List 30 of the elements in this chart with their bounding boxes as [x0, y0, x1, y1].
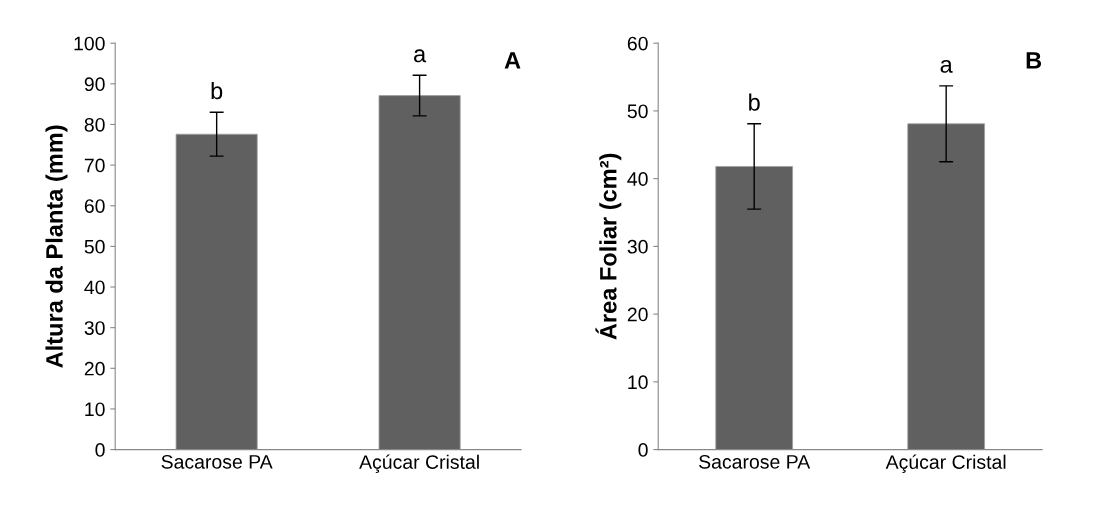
y-tick-label: 30	[627, 239, 648, 254]
x-tick-label: Açúcar Cristal	[359, 454, 479, 473]
y-tick-label: 60	[84, 199, 105, 213]
annotation: B	[1026, 52, 1042, 69]
y-tick-label: 10	[628, 375, 648, 390]
y-tick-label: 60	[627, 36, 648, 51]
annotation: a	[940, 59, 953, 73]
y-axis-title: Área Foliar (cm²)	[595, 153, 622, 340]
annotation: A	[504, 52, 521, 69]
y-tick-label: 40	[627, 172, 648, 186]
x-tick-label: Açúcar Cristal	[885, 454, 1006, 473]
y-tick-label: 50	[627, 104, 648, 119]
y-tick-label: 10	[85, 402, 105, 417]
y-tick-label: 0	[638, 443, 648, 457]
x-tick-label: Sacarose PA	[161, 454, 273, 469]
y-tick-label: 20	[84, 361, 105, 376]
y-tick-label: 80	[84, 117, 105, 132]
annotation: b	[211, 81, 223, 100]
y-tick-label: 0	[95, 443, 105, 457]
y-tick-label: 40	[84, 280, 105, 295]
x-tick-label: Sacarose PA	[699, 454, 811, 469]
annotation: a	[414, 49, 427, 63]
y-tick-label: 30	[84, 321, 105, 335]
y-tick-label: 100	[74, 36, 105, 51]
y-tick-label: 50	[84, 239, 105, 254]
y-tick-label: 20	[627, 307, 648, 322]
y-axis-title: Altura da Planta (mm)	[45, 125, 68, 368]
y-tick-label: 90	[84, 77, 105, 92]
annotation: b	[749, 93, 760, 111]
y-tick-label: 70	[84, 158, 105, 173]
